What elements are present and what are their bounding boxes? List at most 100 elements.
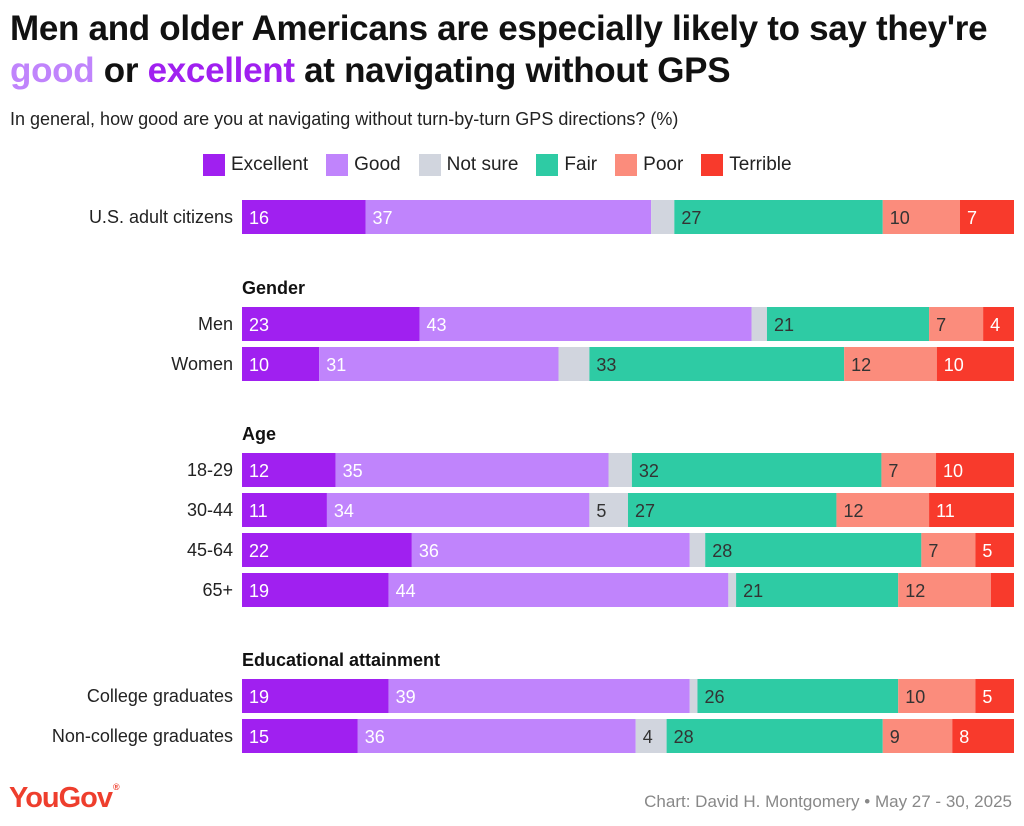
bar-college-graduates-poor (898, 679, 976, 713)
bar-men-fair (766, 307, 930, 341)
legend-label: Fair (564, 154, 598, 175)
legend-item-terrible: Terrible (701, 154, 792, 176)
data-label-men-excellent: 23 (249, 315, 269, 335)
legend-swatch (615, 154, 638, 176)
data-label-women-poor: 12 (851, 355, 871, 375)
bar-non-college-graduates-good (357, 719, 636, 753)
bar-men-not-sure (751, 307, 767, 341)
bar-women-good (319, 347, 559, 381)
legend-swatch (536, 154, 559, 176)
data-label-30-44-poor: 12 (843, 501, 863, 521)
bar-18-29-poor (881, 453, 937, 487)
legend-label: Terrible (729, 154, 792, 175)
bar-non-college-graduates-excellent (242, 719, 358, 753)
data-label-65-excellent: 19 (249, 581, 269, 601)
legend-item-poor: Poor (615, 154, 683, 176)
bar-college-graduates-excellent (242, 679, 389, 713)
logo-text: YouGov (9, 782, 113, 814)
data-label-men-good: 43 (427, 315, 447, 335)
data-label-45-64-poor: 7 (928, 541, 938, 561)
data-label-women-fair: 33 (596, 355, 616, 375)
yougov-logo: YouGov® (9, 782, 120, 815)
chart-subtitle: In general, how good are you at navigati… (10, 109, 679, 129)
data-label-u-s-adult-citizens-terrible: 7 (967, 208, 977, 228)
title-excellent: excellent (147, 51, 295, 90)
data-label-30-44-terrible: 11 (936, 501, 955, 521)
title-part-2: at navigating without GPS (294, 51, 731, 90)
data-label-men-fair: 21 (774, 315, 794, 335)
data-label-non-college-graduates-terrible: 8 (959, 727, 969, 747)
data-label-college-graduates-excellent: 19 (249, 687, 269, 707)
title-good: good (10, 51, 95, 90)
data-label-30-44-not-sure: 5 (596, 501, 606, 521)
data-label-college-graduates-good: 39 (396, 687, 416, 707)
row-label-men: Men (198, 314, 233, 334)
data-label-women-excellent: 10 (249, 355, 269, 375)
bar-u-s-adult-citizens-good (365, 200, 652, 234)
row-label-65: 65+ (202, 580, 233, 600)
group-heading-educational-attainment: Educational attainment (242, 650, 440, 670)
bar-18-29-fair (631, 453, 882, 487)
bar-men-excellent (242, 307, 420, 341)
bar-30-44-not-sure (589, 493, 628, 527)
data-label-30-44-fair: 27 (635, 501, 655, 521)
bar-men-terrible (983, 307, 1014, 341)
chart-title: Men and older Americans are especially l… (10, 8, 1010, 92)
data-label-non-college-graduates-excellent: 15 (249, 727, 269, 747)
legend-swatch (701, 154, 724, 176)
data-label-18-29-terrible: 10 (943, 461, 963, 481)
bar-30-44-terrible (929, 493, 1014, 527)
legend-swatch (326, 154, 349, 176)
data-label-30-44-excellent: 11 (249, 501, 268, 521)
data-label-men-terrible: 4 (990, 315, 1000, 335)
bar-30-44-fair (628, 493, 837, 527)
row-label-30-44: 30-44 (187, 500, 233, 520)
data-label-u-s-adult-citizens-excellent: 16 (249, 208, 269, 228)
title-part-1: Men and older Americans are especially l… (10, 9, 988, 48)
data-label-u-s-adult-citizens-good: 37 (373, 208, 393, 228)
bar-45-64-fair (705, 533, 922, 567)
bar-women-terrible (936, 347, 1014, 381)
data-label-30-44-good: 34 (334, 501, 354, 521)
bar-women-not-sure (558, 347, 590, 381)
legend-swatch (203, 154, 225, 176)
data-label-non-college-graduates-poor: 9 (890, 727, 900, 747)
bar-women-poor (844, 347, 937, 381)
data-label-45-64-good: 36 (419, 541, 439, 561)
bar-65-excellent (242, 573, 389, 607)
data-label-non-college-graduates-not-sure: 4 (643, 727, 653, 747)
legend-item-good: Good (326, 154, 401, 176)
legend-item-excellent: Excellent (203, 154, 308, 176)
bar-u-s-adult-citizens-not-sure (651, 200, 675, 234)
data-label-18-29-fair: 32 (639, 461, 659, 481)
data-label-women-good: 31 (326, 355, 346, 375)
bar-men-poor (929, 307, 984, 341)
bar-non-college-graduates-not-sure (635, 719, 667, 753)
legend-item-fair: Fair (536, 154, 597, 176)
data-label-45-64-fair: 28 (712, 541, 732, 561)
legend-label: Not sure (446, 154, 519, 175)
bar-non-college-graduates-poor (882, 719, 953, 753)
bar-women-excellent (242, 347, 320, 381)
bar-men-good (419, 307, 752, 341)
bar-18-29-not-sure (608, 453, 632, 487)
bar-45-64-not-sure (689, 533, 706, 567)
bar-65-good (388, 573, 729, 607)
bar-65-fair (736, 573, 899, 607)
data-label-non-college-graduates-good: 36 (365, 727, 385, 747)
data-label-18-29-poor: 7 (888, 461, 898, 481)
data-label-college-graduates-fair: 26 (704, 687, 724, 707)
bar-u-s-adult-citizens-poor (882, 200, 960, 234)
data-label-men-poor: 7 (936, 315, 946, 335)
legend-label: Good (354, 154, 401, 175)
bar-u-s-adult-citizens-terrible (959, 200, 1014, 234)
bar-30-44-poor (836, 493, 930, 527)
group-heading-gender: Gender (242, 278, 305, 298)
legend: Excellent Good Not sure Fair Poor Terrible (203, 154, 810, 176)
legend-swatch (418, 154, 441, 176)
bar-18-29-terrible (936, 453, 1014, 487)
logo-registered-mark: ® (113, 782, 120, 792)
legend-label: Excellent (231, 154, 309, 175)
bar-30-44-excellent (242, 493, 327, 527)
data-label-45-64-excellent: 22 (249, 541, 269, 561)
